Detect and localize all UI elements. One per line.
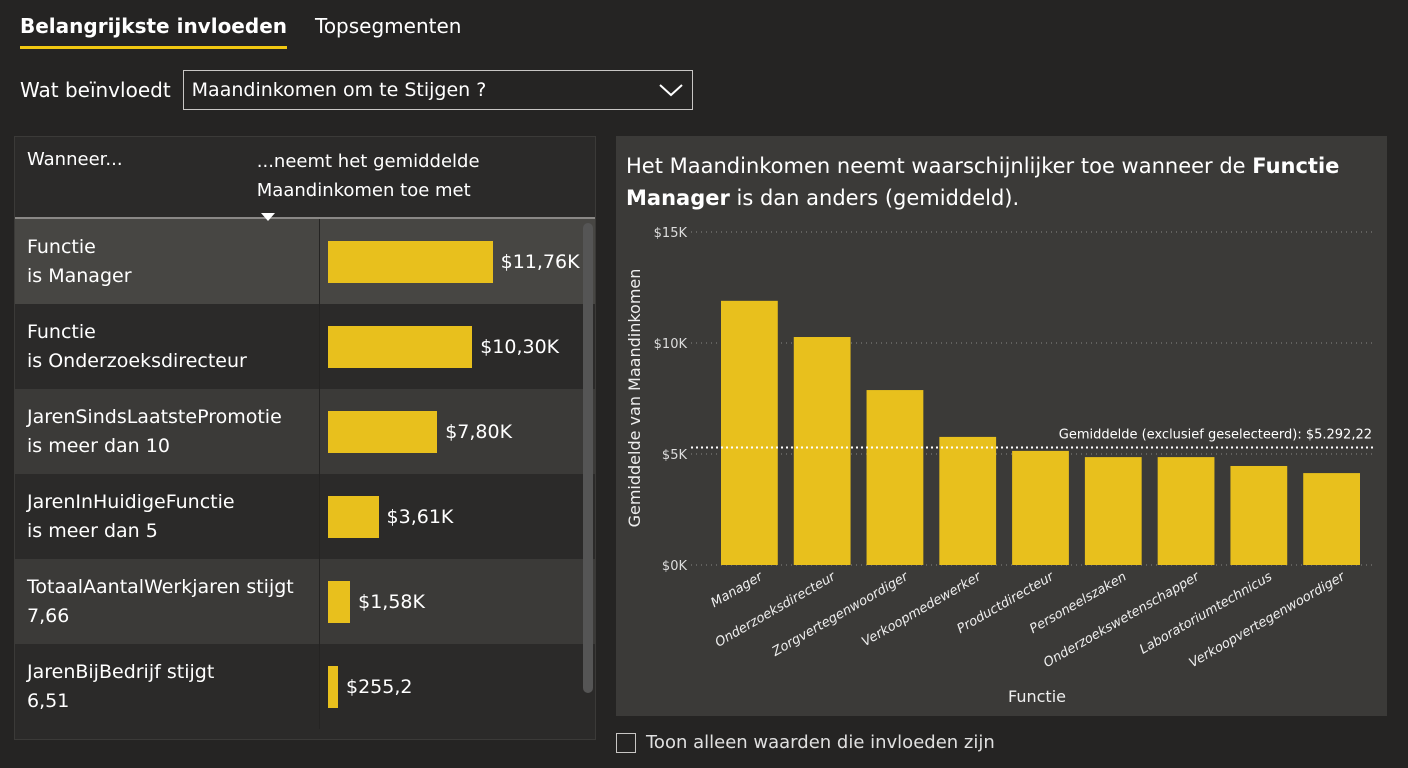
detail-panel: Het Maandinkomen neemt waarschijnlijker … <box>616 136 1387 716</box>
influencer-row[interactable]: JarenSindsLaatstePromotie is meer dan 10 $… <box>15 389 595 474</box>
factor-condition: is Manager <box>27 265 132 287</box>
y-tick-label: $10K <box>654 337 688 352</box>
chart-bar <box>1157 457 1215 565</box>
influencer-row[interactable]: TotaalAantalWerkjaren stijgt 7,66 $1,58K <box>15 559 595 644</box>
chart-bar <box>793 337 851 565</box>
x-tick-label: Onderzoeksdirecteur <box>713 569 840 651</box>
factor-condition: 6,51 <box>27 690 70 712</box>
influencer-factor: Functie is Manager <box>15 219 320 304</box>
influence-value: $7,80K <box>445 420 513 443</box>
factor-name: Functie <box>27 236 96 258</box>
tab-top-segments[interactable]: Topsegmenten <box>315 14 462 38</box>
x-tick-label: Manager <box>709 569 767 611</box>
influencer-factor: JarenBijBedrijf stijgt 6,51 <box>15 644 320 729</box>
factor-name: JarenBijBedrijf stijgt <box>27 661 215 683</box>
factor-name: TotaalAantalWerkjaren stijgt <box>27 576 294 598</box>
influencer-row[interactable]: Functie is Manager $11,76K <box>15 219 595 304</box>
column-header-increase-text: ...neemt het gemiddelde Maandinkomen toe… <box>256 151 480 201</box>
influence-bar <box>328 410 438 453</box>
influencer-factor: JarenInHuidigeFunctie is meer dan 5 <box>15 474 320 559</box>
x-axis-title: Functie <box>1008 687 1066 706</box>
influencer-row[interactable]: Functie is Onderzoeksdirecteur $10,30K <box>15 304 595 389</box>
checkbox-label: Toon alleen waarden die invloeden zijn <box>646 732 995 753</box>
target-dropdown-value: Maandinkomen om te Stijgen ? <box>191 79 487 101</box>
detail-bar-chart: $0K $5K $10K $15K ManagerOnderzoeksdirecteur… <box>625 226 1376 706</box>
x-tick-label: Verkoopmedewerker <box>859 569 985 650</box>
influence-value: $255,2 <box>346 675 413 698</box>
factor-condition: is meer dan 10 <box>27 435 170 457</box>
factor-name: Functie <box>27 321 96 343</box>
chart-bar <box>1012 450 1069 565</box>
influencer-factor: JarenSindsLaatstePromotie is meer dan 10 <box>15 389 320 474</box>
tab-key-influencers[interactable]: Belangrijkste invloeden <box>20 14 287 49</box>
influence-value: $1,58K <box>358 590 425 613</box>
tab-bar: Belangrijkste invloeden Topsegmenten <box>20 14 461 49</box>
column-header-when: Wanneer... <box>27 149 123 170</box>
column-header-increase[interactable]: ...neemt het gemiddelde Maandinkomen toe… <box>249 137 595 221</box>
average-reference-label: Gemiddelde (exclusief geselecteerd): $5.… <box>1059 428 1372 443</box>
influencer-factor: TotaalAantalWerkjaren stijgt 7,66 <box>15 559 320 644</box>
y-tick-label: $0K <box>662 559 688 574</box>
chart-bar <box>866 390 924 565</box>
sort-desc-icon <box>260 213 275 221</box>
chart-bar <box>939 436 997 565</box>
x-tick-label: Zorgvertegenwoordiger <box>769 569 913 661</box>
influence-bar <box>328 240 493 283</box>
chevron-down-icon <box>658 84 683 97</box>
y-tick-label: $5K <box>662 448 688 463</box>
influence-value: $10,30K <box>480 335 560 358</box>
factor-condition: is meer dan 5 <box>27 520 158 542</box>
influencer-row[interactable]: JarenBijBedrijf stijgt 6,51 $255,2 <box>15 644 595 729</box>
factor-condition: is Onderzoeksdirecteur <box>27 350 247 372</box>
y-tick-label: $15K <box>654 226 688 241</box>
influence-bar <box>328 580 351 623</box>
chart-bar <box>1303 473 1360 565</box>
scrollbar[interactable] <box>583 223 593 693</box>
x-tick-label: Laboratoriumtechnicus <box>1137 569 1275 657</box>
detail-title: Het Maandinkomen neemt waarschijnlijker … <box>626 150 1366 214</box>
factor-name: JarenSindsLaatstePromotie <box>27 406 282 428</box>
target-dropdown[interactable]: Maandinkomen om te Stijgen ? <box>182 70 693 110</box>
influence-bar <box>328 325 473 368</box>
only-influencers-checkbox[interactable]: Toon alleen waarden die invloeden zijn <box>616 732 995 753</box>
title-text-end: is dan anders (gemiddeld). <box>729 186 1020 210</box>
influencers-table: Wanneer... ...neemt het gemiddelde Maand… <box>14 136 596 740</box>
y-axis-title: Gemiddelde van Maandinkomen <box>625 269 644 528</box>
influence-bar <box>328 665 338 708</box>
title-bold: Functie Manager <box>626 154 1340 210</box>
title-text: Het Maandinkomen neemt waarschijnlijker … <box>626 154 1253 178</box>
factor-condition: 7,66 <box>27 605 70 627</box>
selector-label: Wat beïnvloedt <box>20 78 171 102</box>
chart-bar <box>1084 457 1142 565</box>
influencer-factor: Functie is Onderzoeksdirecteur <box>15 304 320 389</box>
influencer-row[interactable]: JarenInHuidigeFunctie is meer dan 5 $3,61K <box>15 474 595 559</box>
chart-bar <box>721 300 778 565</box>
chart-bar <box>1230 465 1288 565</box>
influence-bar <box>328 495 379 538</box>
influence-value: $3,61K <box>386 505 454 528</box>
factor-name: JarenInHuidigeFunctie <box>27 491 235 513</box>
checkbox-box[interactable] <box>616 732 636 753</box>
influence-value: $11,76K <box>500 250 580 273</box>
